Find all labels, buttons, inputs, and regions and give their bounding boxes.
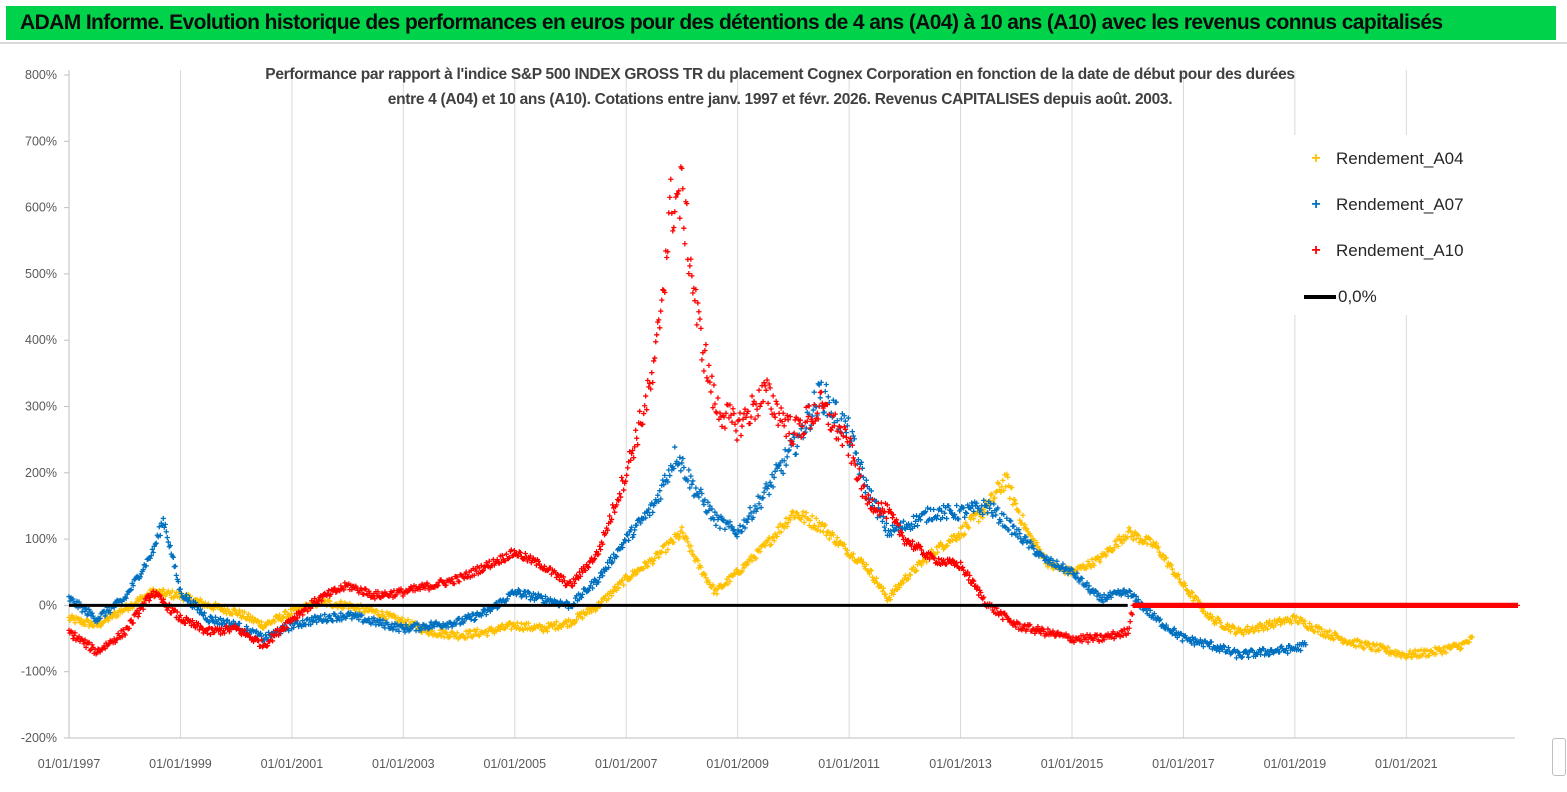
legend-item-a07: + Rendement_A07 — [1306, 193, 1464, 217]
legend-label-zero: 0,0% — [1338, 287, 1377, 306]
x-tick-label: 01/01/2011 — [818, 757, 880, 771]
legend-marker-a04: + — [1311, 150, 1321, 167]
series-markers — [66, 379, 1309, 661]
legend-marker-a07: + — [1311, 196, 1321, 213]
legend-item-zero: 0,0% — [1304, 285, 1377, 309]
y-tick-label: 100% — [25, 532, 57, 546]
legend-label-a07: Rendement_A07 — [1336, 195, 1464, 214]
y-tick-label: 0% — [39, 598, 57, 612]
y-tick-label: -200% — [21, 731, 57, 745]
legend-item-a10: + Rendement_A10 — [1306, 239, 1464, 263]
report-banner: ADAM Informe. Evolution historique des p… — [6, 6, 1556, 40]
y-tick-label: 300% — [25, 400, 57, 414]
series-rendement-a07 — [66, 379, 1309, 661]
x-tick-label: 01/01/2015 — [1041, 757, 1104, 771]
report-title: ADAM Informe. Evolution historique des p… — [20, 11, 1443, 34]
y-tick-label: 200% — [25, 466, 57, 480]
chart-title-line-2: entre 4 (A04) et 10 ans (A10). Cotations… — [387, 91, 1173, 108]
x-tick-label: 01/01/2019 — [1264, 757, 1327, 771]
y-tick-label: 600% — [25, 201, 57, 215]
x-tick-label: 01/01/2005 — [483, 757, 546, 771]
series-markers — [66, 164, 1520, 657]
chart-legend: + Rendement_A04 + Rendement_A07 + Rendem… — [1278, 135, 1508, 315]
y-tick-label: 500% — [25, 267, 57, 281]
x-tick-label: 01/01/2003 — [372, 757, 435, 771]
x-tick-label: 01/01/2001 — [261, 757, 324, 771]
x-tick-label: 01/01/2021 — [1375, 757, 1438, 771]
x-tick-label: 01/01/1999 — [149, 757, 212, 771]
x-tick-label: 01/01/2017 — [1152, 757, 1215, 771]
y-tick-label: 400% — [25, 333, 57, 347]
x-tick-label: 01/01/1997 — [38, 757, 101, 771]
x-tick-label: 01/01/2009 — [706, 757, 769, 771]
legend-label-a04: Rendement_A04 — [1336, 149, 1464, 168]
y-tick-label: 700% — [25, 134, 57, 148]
legend-marker-a10: + — [1311, 242, 1321, 259]
scrollbar-handle[interactable] — [1552, 738, 1566, 776]
legend-label-a10: Rendement_A10 — [1336, 241, 1464, 260]
y-tick-label: -100% — [21, 665, 57, 679]
legend-line-zero — [1304, 295, 1336, 299]
y-tick-label: 800% — [25, 68, 57, 82]
x-tick-label: 01/01/2013 — [929, 757, 992, 771]
chart-title: Performance par rapport à l'indice S&P 5… — [120, 62, 1440, 112]
chart-title-line-1: Performance par rapport à l'indice S&P 5… — [265, 66, 1295, 83]
x-tick-label: 01/01/2007 — [595, 757, 658, 771]
legend-item-a04: + Rendement_A04 — [1306, 147, 1464, 171]
series-rendement-a10 — [66, 164, 1520, 657]
